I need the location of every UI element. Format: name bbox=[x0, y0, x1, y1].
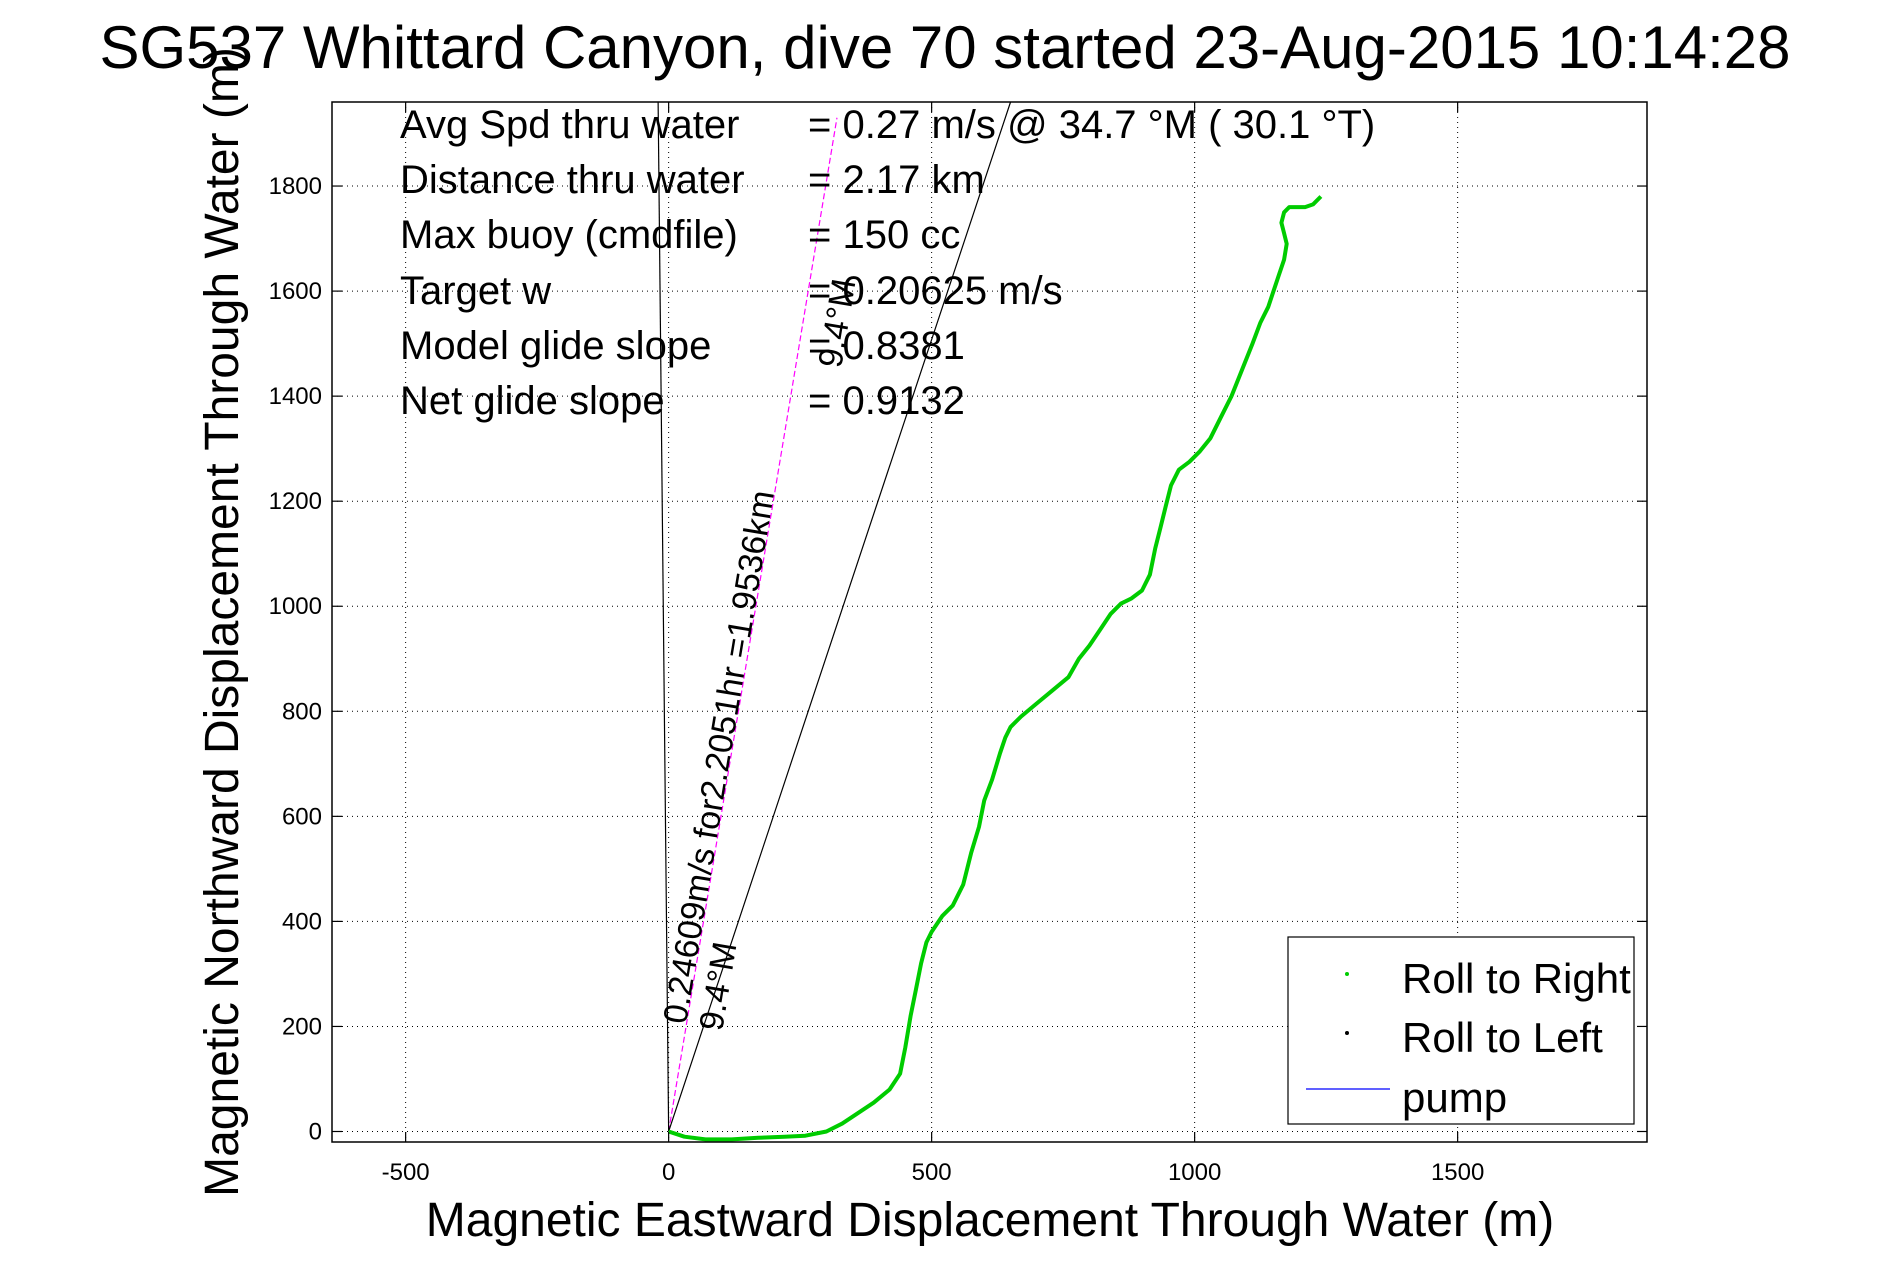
y-tick-label: 1600 bbox=[269, 278, 322, 305]
info-label-net-glide: Net glide slope bbox=[400, 379, 665, 423]
y-tick-label: 400 bbox=[282, 908, 322, 935]
reference-lines bbox=[657, 101, 1012, 1132]
legend: Roll to Right Roll to Left pump bbox=[1287, 936, 1635, 1125]
info-label-avg-speed: Avg Spd thru water bbox=[400, 103, 739, 147]
data-series bbox=[667, 195, 1323, 1142]
legend-label-roll-left: Roll to Left bbox=[1402, 1014, 1603, 1061]
reference-line-right-bound bbox=[668, 101, 1012, 1132]
legend-label-pump: pump bbox=[1402, 1074, 1507, 1121]
y-tick-label: 1200 bbox=[269, 488, 322, 515]
chart-title: SG537 Whittard Canyon, dive 70 started 2… bbox=[99, 14, 1790, 81]
legend-marker-roll-left bbox=[1345, 1031, 1349, 1035]
y-tick-label: 1000 bbox=[269, 593, 322, 620]
legend-marker-roll-right bbox=[1345, 972, 1349, 976]
y-tick-label: 1800 bbox=[269, 173, 322, 200]
info-label-distance: Distance thru water bbox=[400, 158, 745, 202]
info-label-model-glide: Model glide slope bbox=[400, 324, 711, 368]
info-value-distance: = 2.17 km bbox=[808, 158, 985, 202]
y-tick-label: 1400 bbox=[269, 383, 322, 410]
series-line-roll-to-right bbox=[667, 195, 1323, 1142]
info-value-avg-speed: = 0.27 m/s @ 34.7 °M ( 30.1 °T) bbox=[808, 103, 1375, 147]
y-tick-label: 200 bbox=[282, 1013, 322, 1040]
y-tick-label: 600 bbox=[282, 803, 322, 830]
x-tick-label: -500 bbox=[382, 1159, 430, 1186]
info-value-target-w: = 0.20625 m/s bbox=[808, 269, 1063, 313]
x-tick-label: 1000 bbox=[1168, 1159, 1221, 1186]
reference-line-left-bound bbox=[657, 101, 670, 1132]
info-text-block: Avg Spd thru water = 0.27 m/s @ 34.7 °M … bbox=[400, 103, 1375, 423]
info-value-model-glide: = 0.8381 bbox=[808, 324, 965, 368]
legend-label-roll-right: Roll to Right bbox=[1402, 955, 1631, 1002]
info-label-max-buoy: Max buoy (cmdfile) bbox=[400, 213, 738, 257]
reference-line-heading-9.4 bbox=[668, 117, 838, 1132]
y-axis-ticks: 0 200 400 600 800 1000 1200 1400 1600 1800 bbox=[269, 173, 1647, 1145]
y-tick-label: 0 bbox=[309, 1118, 322, 1145]
info-value-net-glide: = 0.9132 bbox=[808, 379, 965, 423]
y-tick-label: 800 bbox=[282, 698, 322, 725]
x-tick-label: 0 bbox=[662, 1159, 675, 1186]
x-axis-label: Magnetic Eastward Displacement Through W… bbox=[426, 1194, 1554, 1247]
x-tick-label: 1500 bbox=[1431, 1159, 1484, 1186]
x-axis-ticks: -500 0 500 1000 1500 bbox=[382, 102, 1484, 1186]
x-tick-label: 500 bbox=[912, 1159, 952, 1186]
info-value-max-buoy: = 150 cc bbox=[808, 213, 960, 257]
y-axis-label: Magnetic Northward Displacement Through … bbox=[196, 47, 249, 1197]
info-label-target-w: Target w bbox=[400, 269, 551, 313]
legend-box bbox=[1287, 936, 1635, 1125]
plot-frame bbox=[331, 101, 1648, 1143]
